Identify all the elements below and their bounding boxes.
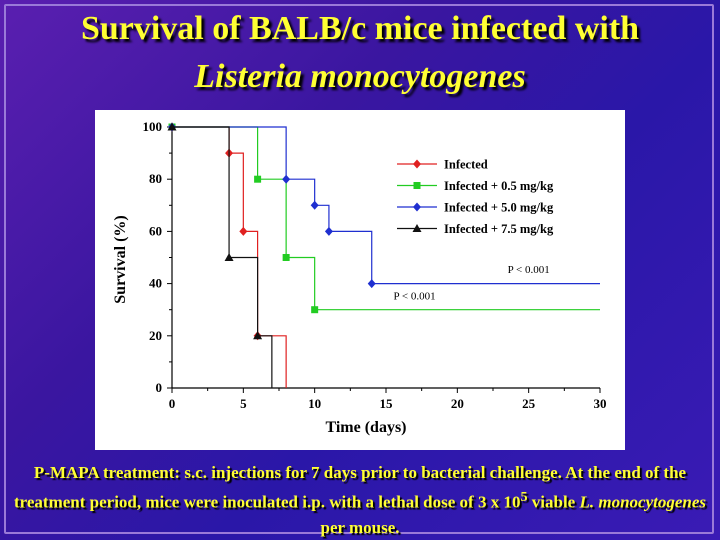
p-value-annotation: P < 0.001 [508, 264, 550, 276]
y-axis-label: Survival (%) [112, 215, 129, 303]
series-point-4 [224, 253, 234, 261]
legend-marker [413, 159, 421, 169]
x-tick-label: 0 [169, 396, 176, 411]
series-point-2 [311, 306, 319, 314]
series-point-4 [167, 122, 177, 131]
y-tick-label: 20 [149, 328, 162, 343]
series-point-3 [310, 200, 319, 210]
slide-title-line1: Survival of BALB/c mice infected with [80, 10, 640, 47]
caption-text: P-MAPA treatment: s.c. injections for 7 … [13, 463, 687, 512]
series-point-2 [254, 175, 262, 183]
legend-marker [413, 182, 421, 189]
series-line-3 [172, 126, 600, 285]
series-point-3 [282, 174, 291, 184]
x-tick-label: 25 [522, 396, 536, 411]
series-point-3 [324, 226, 333, 236]
y-tick-label: 60 [149, 223, 162, 238]
x-tick-label: 20 [451, 396, 464, 411]
series-point-3 [367, 279, 376, 289]
legend-marker [413, 202, 421, 212]
caption-text-2: viable [527, 492, 580, 512]
series-point-4 [253, 331, 263, 340]
x-axis-label: Time (days) [325, 419, 406, 436]
legend-marker [412, 224, 422, 232]
x-tick-label: 30 [594, 396, 607, 411]
caption-text-3: per mouse. [320, 517, 400, 537]
series-line-4 [172, 126, 273, 388]
slide-frame [4, 4, 714, 534]
x-tick-label: 10 [308, 396, 321, 411]
legend-label: Infected + 7.5 mg/kg [444, 222, 554, 236]
y-tick-label: 0 [156, 380, 163, 395]
x-tick-label: 5 [240, 396, 247, 411]
legend-label: Infected + 0.5 mg/kg [444, 179, 554, 193]
survival-chart: 0 5 10 15 20 25 30 0 20 40 60 80 100 Time (days) Survi… [112, 119, 607, 436]
chart-panel: 0 5 10 15 20 25 30 0 20 40 60 80 100 Time (days) Survi… [95, 110, 625, 450]
slide-title-line2: Listeria monocytogenes [194, 58, 526, 95]
y-tick-label: 80 [149, 171, 162, 186]
x-tick-label: 15 [380, 396, 394, 411]
series-point-2 [282, 254, 290, 261]
legend-label: Infected + 5.0 mg/kg [444, 201, 554, 215]
series-line-2 [172, 126, 600, 311]
y-tick-label: 100 [143, 119, 163, 134]
caption-exponent: 5 [520, 489, 528, 505]
slide-caption: P-MAPA treatment: s.c. injections for 7 … [6, 460, 714, 540]
p-value-annotation: P < 0.001 [393, 290, 435, 302]
y-tick-label: 40 [149, 276, 162, 291]
legend-label: Infected [444, 158, 488, 172]
caption-species: L. monocytogenes [579, 492, 707, 512]
series-point-1 [239, 226, 248, 236]
